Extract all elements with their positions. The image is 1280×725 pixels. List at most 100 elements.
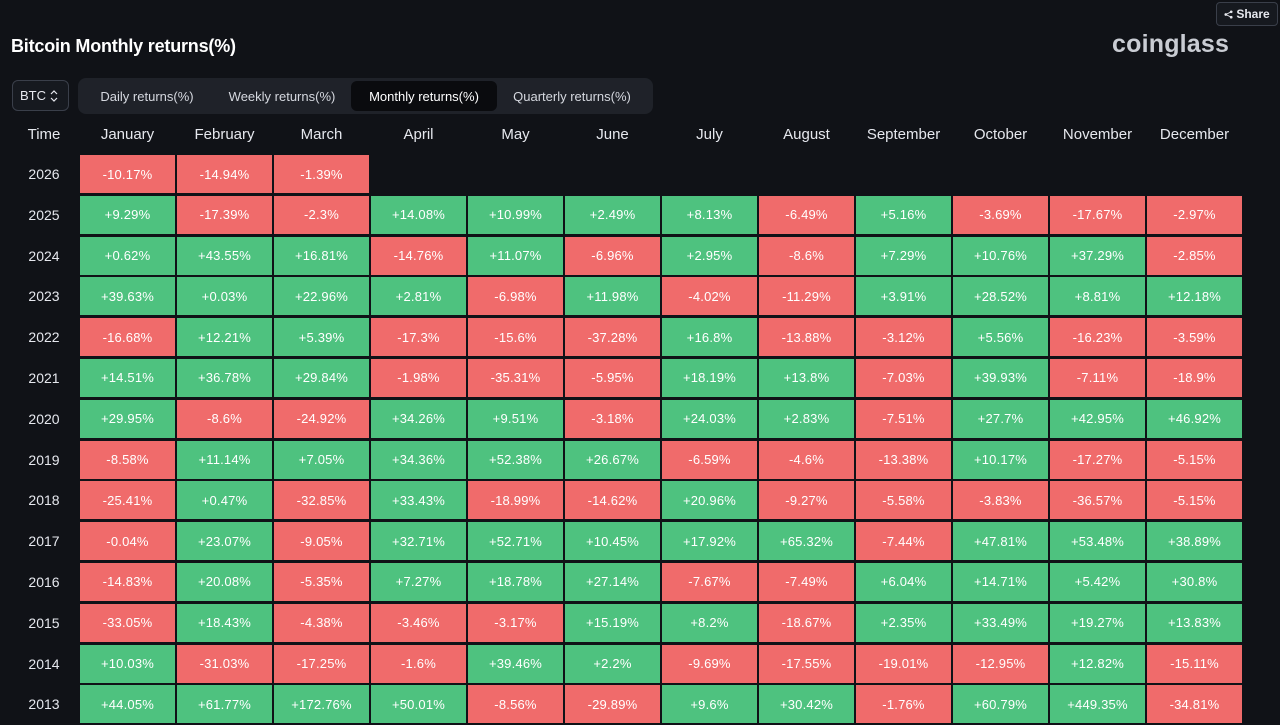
return-cell-2020-june: -3.18% [565,399,660,438]
return-cell-2024-april: -14.76% [371,236,466,275]
return-cell-2016-august: -7.49% [759,562,854,601]
return-cell-2022-march: +5.39% [274,318,369,357]
return-cell-2014-january: +10.03% [80,644,175,683]
return-cell-2017-may: +52.71% [468,522,563,561]
return-cell-2024-june: -6.96% [565,236,660,275]
tab-weekly-returns[interactable]: Weekly returns(%) [228,88,336,104]
return-cell-2021-february: +36.78% [177,358,272,397]
tab-daily-returns[interactable]: Daily returns(%) [100,88,194,104]
return-cell-2022-february: +12.21% [177,318,272,357]
year-label: 2026 [28,166,60,182]
return-cell-2015-april: -3.46% [371,603,466,642]
return-cell-2024-october: +10.76% [953,236,1048,275]
month-header-october: October [973,125,1028,143]
return-cell-2022-may: -15.6% [468,318,563,357]
return-cell-2015-february: +18.43% [177,603,272,642]
return-cell-2024-august: -8.6% [759,236,854,275]
return-cell-2014-july: -9.69% [662,644,757,683]
time-header: Time [27,125,61,143]
return-cell-2023-november: +8.81% [1050,277,1145,316]
return-cell-2013-october: +60.79% [953,685,1048,724]
return-cell-2026-february: -14.94% [177,155,272,193]
return-cell-2018-january: -25.41% [80,481,175,520]
return-cell-2021-april: -1.98% [371,358,466,397]
return-cell-2021-march: +29.84% [274,358,369,397]
return-cell-2013-march: +172.76% [274,685,369,724]
return-cell-2018-november: -36.57% [1050,481,1145,520]
return-cell-2014-september: -19.01% [856,644,951,683]
return-cell-2016-march: -5.35% [274,562,369,601]
return-cell-2023-june: +11.98% [565,277,660,316]
return-cell-2018-june: -14.62% [565,481,660,520]
year-label: 2014 [28,655,60,672]
share-label: Share [1236,7,1270,21]
return-cell-2016-february: +20.08% [177,562,272,601]
month-header-september: September [866,125,941,143]
month-header-may: May [501,125,530,143]
return-cell-2014-october: -12.95% [953,644,1048,683]
year-row-2025: 2025 +9.29% -17.39% -2.3% +14.08% +10.99% +2.4… [0,195,1280,236]
return-cell-2018-october: -3.83% [953,481,1048,520]
returns-table: Time January February March April May June Jul… [0,114,1280,725]
return-cell-2013-december: -34.81% [1147,685,1242,724]
return-cell-2020-september: -7.51% [856,399,951,438]
return-cell-2023-may: -6.98% [468,277,563,316]
year-row-2020: 2020 +29.95% -8.6% -24.92% +34.26% +9.51% -3.1… [0,399,1280,440]
return-cell-2018-february: +0.47% [177,481,272,520]
return-cell-2013-august: +30.42% [759,685,854,724]
return-cell-2014-november: +12.82% [1050,644,1145,683]
return-cell-2019-june: +26.67% [565,440,660,479]
return-cell-2017-march: -9.05% [274,522,369,561]
return-cell-2017-february: +23.07% [177,522,272,561]
return-cell-2019-november: -17.27% [1050,440,1145,479]
return-cell-2021-may: -35.31% [468,358,563,397]
month-header-march: March [300,125,343,143]
year-row-2024: 2024 +0.62% +43.55% +16.81% -14.76% +11.07% -6… [0,236,1280,277]
return-cell-2020-august: +2.83% [759,399,854,438]
year-label: 2025 [28,206,60,223]
return-cell-2023-march: +22.96% [274,277,369,316]
return-cell-2019-september: -13.38% [856,440,951,479]
return-cell-2017-july: +17.92% [662,522,757,561]
return-cell-2019-august: -4.6% [759,440,854,479]
return-cell-2025-may: +10.99% [468,195,563,234]
return-cell-2013-april: +50.01% [371,685,466,724]
return-cell-2013-january: +44.05% [80,685,175,724]
return-cell-2018-september: -5.58% [856,481,951,520]
year-label: 2024 [28,247,60,264]
return-cell-2017-august: +65.32% [759,522,854,561]
return-cell-2015-december: +13.83% [1147,603,1242,642]
return-cell-2021-september: -7.03% [856,358,951,397]
coin-select[interactable]: BTC [12,80,69,111]
return-cell-2021-july: +18.19% [662,358,757,397]
year-label: 2016 [28,573,60,590]
year-row-2022: 2022 -16.68% +12.21% +5.39% -17.3% -15.6% -37.… [0,317,1280,358]
return-cell-2018-march: -32.85% [274,481,369,520]
return-cell-2015-november: +19.27% [1050,603,1145,642]
month-header-july: July [696,125,723,143]
year-label: 2023 [28,288,60,305]
return-cell-2025-november: -17.67% [1050,195,1145,234]
year-label: 2013 [28,696,60,713]
return-cell-2014-may: +39.46% [468,644,563,683]
return-cell-2025-july: +8.13% [662,195,757,234]
return-cell-2025-january: +9.29% [80,195,175,234]
return-cell-2017-january: -0.04% [80,522,175,561]
year-row-2018: 2018 -25.41% +0.47% -32.85% +33.43% -18.99% -1… [0,480,1280,521]
share-button[interactable]: Share [1216,2,1278,26]
page-title: Bitcoin Monthly returns(%) [11,36,236,56]
return-cell-2024-may: +11.07% [468,236,563,275]
return-cell-2023-october: +28.52% [953,277,1048,316]
return-cell-2022-july: +16.8% [662,318,757,357]
tab-quarterly-returns[interactable]: Quarterly returns(%) [513,88,631,104]
return-cell-2013-may: -8.56% [468,685,563,724]
return-cell-2020-february: -8.6% [177,399,272,438]
tab-monthly-returns[interactable]: Monthly returns(%) [351,81,497,111]
return-cell-2015-march: -4.38% [274,603,369,642]
return-cell-2019-april: +34.36% [371,440,466,479]
return-cell-2015-october: +33.49% [953,603,1048,642]
year-label: 2018 [28,492,60,509]
year-row-2017: 2017 -0.04% +23.07% -9.05% +32.71% +52.71% +10… [0,521,1280,562]
return-cell-2017-june: +10.45% [565,522,660,561]
return-cell-2017-september: -7.44% [856,522,951,561]
